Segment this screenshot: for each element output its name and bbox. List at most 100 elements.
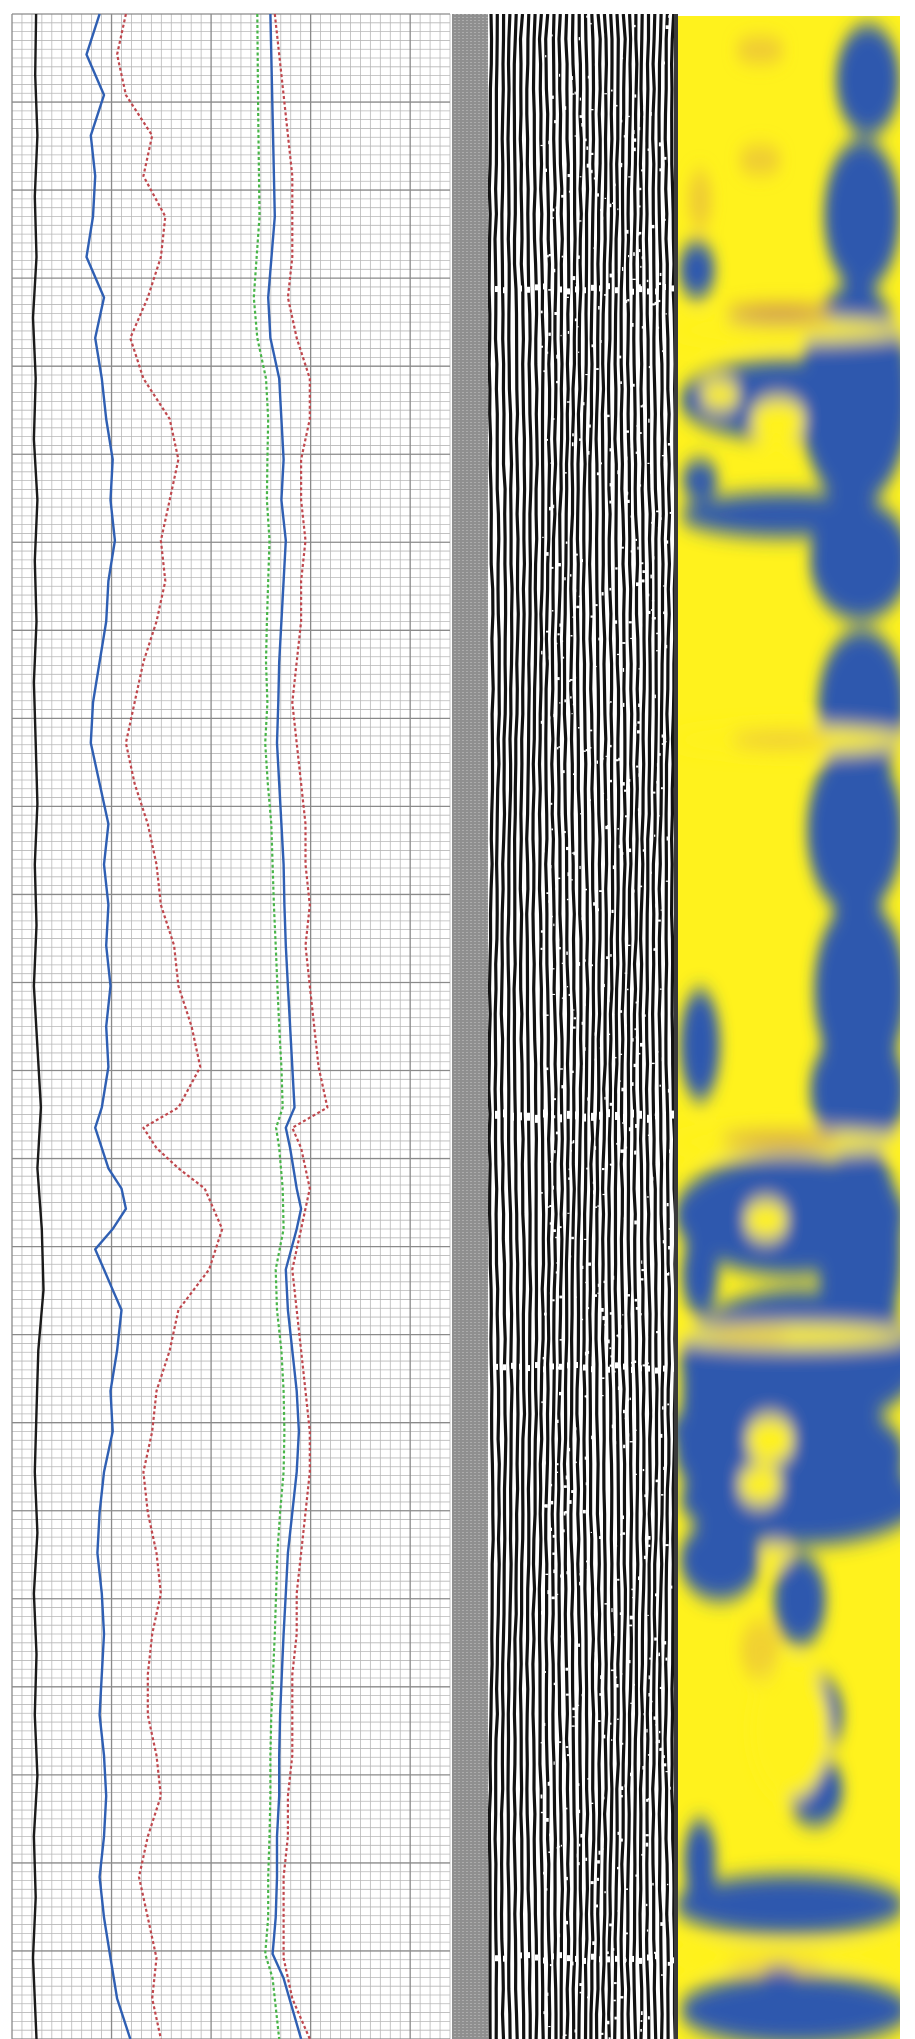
waveform-speck xyxy=(591,1435,593,1440)
waveform-speck xyxy=(561,962,564,964)
waveform-speck xyxy=(602,1019,604,1021)
waveform-speck xyxy=(583,1047,586,1051)
waveform-band xyxy=(600,14,609,2039)
waveform-band xyxy=(669,14,674,2039)
waveform-speck xyxy=(665,313,667,315)
waveform-speck xyxy=(655,1479,659,1483)
waveform-speck xyxy=(588,424,591,428)
waveform-speck xyxy=(663,1763,667,1767)
waveform-speck xyxy=(546,892,549,894)
waveform-speck xyxy=(543,1671,546,1673)
waveform-speck xyxy=(602,1848,604,1850)
waveform-speck xyxy=(655,1724,657,1726)
waveform-speck xyxy=(581,1021,583,1025)
waveform-speck xyxy=(665,25,669,29)
waveform-speck xyxy=(662,219,664,221)
waveform-speck xyxy=(571,1856,573,1859)
waveform-band xyxy=(657,14,665,2039)
waveform-speck xyxy=(614,104,618,107)
waveform-speck xyxy=(665,1544,669,1547)
waveform-speck xyxy=(573,581,575,584)
waveform-speck xyxy=(586,15,589,18)
waveform-speck xyxy=(643,115,645,119)
image-log-blob xyxy=(678,1324,900,1348)
waveform-speck xyxy=(610,1669,614,1672)
waveform-speck xyxy=(572,433,574,437)
waveform-break xyxy=(591,1112,594,1121)
waveform-speck xyxy=(612,1014,615,1016)
waveform-speck xyxy=(584,1351,588,1356)
waveform-band xyxy=(544,14,552,2039)
image-log-blob xyxy=(720,1133,840,1147)
waveform-speck xyxy=(651,303,655,306)
waveform-speck xyxy=(572,1140,575,1144)
waveform-speck xyxy=(552,1299,555,1302)
waveform-speck xyxy=(659,988,662,990)
waveform-break xyxy=(535,1954,538,1961)
waveform-break xyxy=(591,1953,594,1960)
waveform-break xyxy=(639,286,642,293)
waveform-speck xyxy=(614,951,616,955)
waveform-speck xyxy=(623,1217,626,1220)
waveform-speck xyxy=(619,1010,623,1013)
curve-track xyxy=(11,13,451,2039)
waveform-speck xyxy=(662,1406,664,1410)
waveform-break xyxy=(607,1366,610,1373)
waveform-speck xyxy=(639,798,641,803)
waveform-speck xyxy=(574,589,577,593)
waveform-break xyxy=(511,284,514,291)
waveform-speck xyxy=(561,255,564,258)
waveform-speck xyxy=(578,351,580,353)
waveform-speck xyxy=(626,229,629,234)
waveform-break xyxy=(503,1109,506,1118)
waveform-speck xyxy=(557,938,560,942)
waveform-speck xyxy=(601,216,604,220)
waveform-speck xyxy=(613,664,616,669)
image-log-blob xyxy=(679,242,715,298)
waveform-speck xyxy=(586,1350,590,1354)
waveform-speck xyxy=(659,1355,661,1358)
waveform-speck xyxy=(604,1891,606,1894)
waveform-speck xyxy=(550,462,553,464)
waveform-speck xyxy=(574,554,576,558)
waveform-break xyxy=(495,286,498,293)
waveform-speck xyxy=(639,432,642,434)
waveform-speck xyxy=(552,1185,554,1190)
waveform-speck xyxy=(583,1238,587,1240)
waveform-speck xyxy=(665,1657,668,1661)
waveform-speck xyxy=(601,1308,604,1312)
waveform-speck xyxy=(634,94,637,98)
waveform-speck xyxy=(558,1933,561,1938)
waveform-speck xyxy=(599,1047,603,1050)
waveform-speck xyxy=(573,1017,576,1020)
waveform-speck xyxy=(548,655,550,660)
waveform-speck xyxy=(650,470,653,474)
waveform-speck xyxy=(659,1748,662,1751)
waveform-speck xyxy=(669,1480,672,1485)
waveform-speck xyxy=(657,815,660,817)
waveform-speck xyxy=(579,647,581,651)
waveform-speck xyxy=(579,865,581,870)
waveform-speck xyxy=(597,908,599,912)
waveform-speck xyxy=(551,1596,555,1600)
waveform-speck xyxy=(668,1079,671,1084)
waveform-speck xyxy=(639,187,642,191)
waveform-speck xyxy=(611,1931,614,1933)
waveform-speck xyxy=(606,956,608,959)
waveform-speck xyxy=(647,1614,649,1616)
waveform-speck xyxy=(582,1685,584,1687)
waveform-speck xyxy=(558,1741,562,1743)
waveform-speck xyxy=(568,1500,572,1504)
waveform-speck xyxy=(665,741,667,743)
waveform-speck xyxy=(540,1192,543,1194)
waveform-speck xyxy=(661,743,663,745)
waveform-speck xyxy=(588,1262,591,1266)
waveform-speck xyxy=(551,566,554,569)
waveform-break xyxy=(671,1957,674,1964)
waveform-speck xyxy=(607,1470,610,1473)
waveform-break xyxy=(511,1112,514,1121)
waveform-speck xyxy=(542,833,544,837)
waveform-speck xyxy=(600,2032,604,2035)
waveform-speck xyxy=(662,218,666,221)
waveform-speck xyxy=(661,734,664,738)
